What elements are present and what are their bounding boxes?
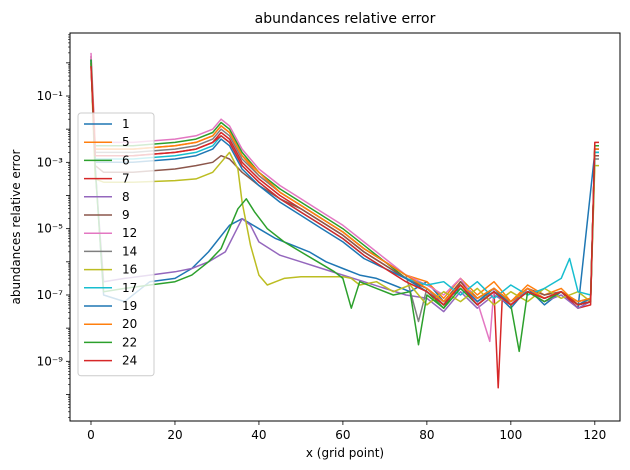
x-tick-label: 100: [499, 428, 522, 442]
x-tick-label: 40: [251, 428, 266, 442]
legend: 1 5 6 7 8 9 12 14 16 17 19 20 22 24: [78, 113, 154, 376]
y-tick-label: 10⁻³: [37, 155, 64, 169]
x-tick-label: 20: [167, 428, 182, 442]
y-axis-label: abundances relative error: [9, 149, 23, 304]
x-axis-label: x (grid point): [306, 446, 384, 460]
series-line-9: [91, 63, 599, 302]
x-tick-label: 0: [87, 428, 95, 442]
legend-label-19: 19: [122, 299, 137, 313]
legend-label-20: 20: [122, 317, 137, 331]
y-tick-label: 10⁻⁷: [37, 288, 64, 302]
legend-label-14: 14: [122, 244, 137, 258]
legend-label-16: 16: [122, 263, 137, 277]
legend-label-1: 1: [122, 117, 130, 131]
legend-label-8: 8: [122, 190, 130, 204]
x-tick-label: 60: [335, 428, 350, 442]
series-line-8: [91, 56, 599, 311]
legend-label-5: 5: [122, 135, 130, 149]
y-tick-label: 10⁻¹: [37, 89, 64, 103]
x-tick-label: 120: [583, 428, 606, 442]
series-line-1: [91, 60, 599, 309]
y-axis-ticks: 10⁻⁹ 10⁻⁷ 10⁻⁵ 10⁻³ 10⁻¹: [37, 35, 70, 418]
legend-label-6: 6: [122, 153, 130, 167]
legend-label-22: 22: [122, 335, 137, 349]
chart-title: abundances relative error: [255, 11, 436, 27]
legend-label-12: 12: [122, 226, 137, 240]
x-axis-ticks: 0 20 40 60 80 100 120: [87, 421, 606, 442]
y-tick-label: 10⁻⁵: [37, 222, 64, 236]
series-line-22: [91, 60, 599, 352]
plot-lines: [91, 53, 599, 388]
series-line-19: [91, 60, 599, 305]
legend-box: [78, 113, 154, 376]
x-tick-label: 80: [419, 428, 434, 442]
legend-label-17: 17: [122, 281, 137, 295]
legend-label-24: 24: [122, 354, 137, 368]
legend-label-7: 7: [122, 172, 130, 186]
series-line-6: [91, 63, 599, 308]
y-tick-label: 10⁻⁹: [37, 354, 64, 368]
legend-label-9: 9: [122, 208, 130, 222]
series-line-20: [91, 63, 599, 302]
